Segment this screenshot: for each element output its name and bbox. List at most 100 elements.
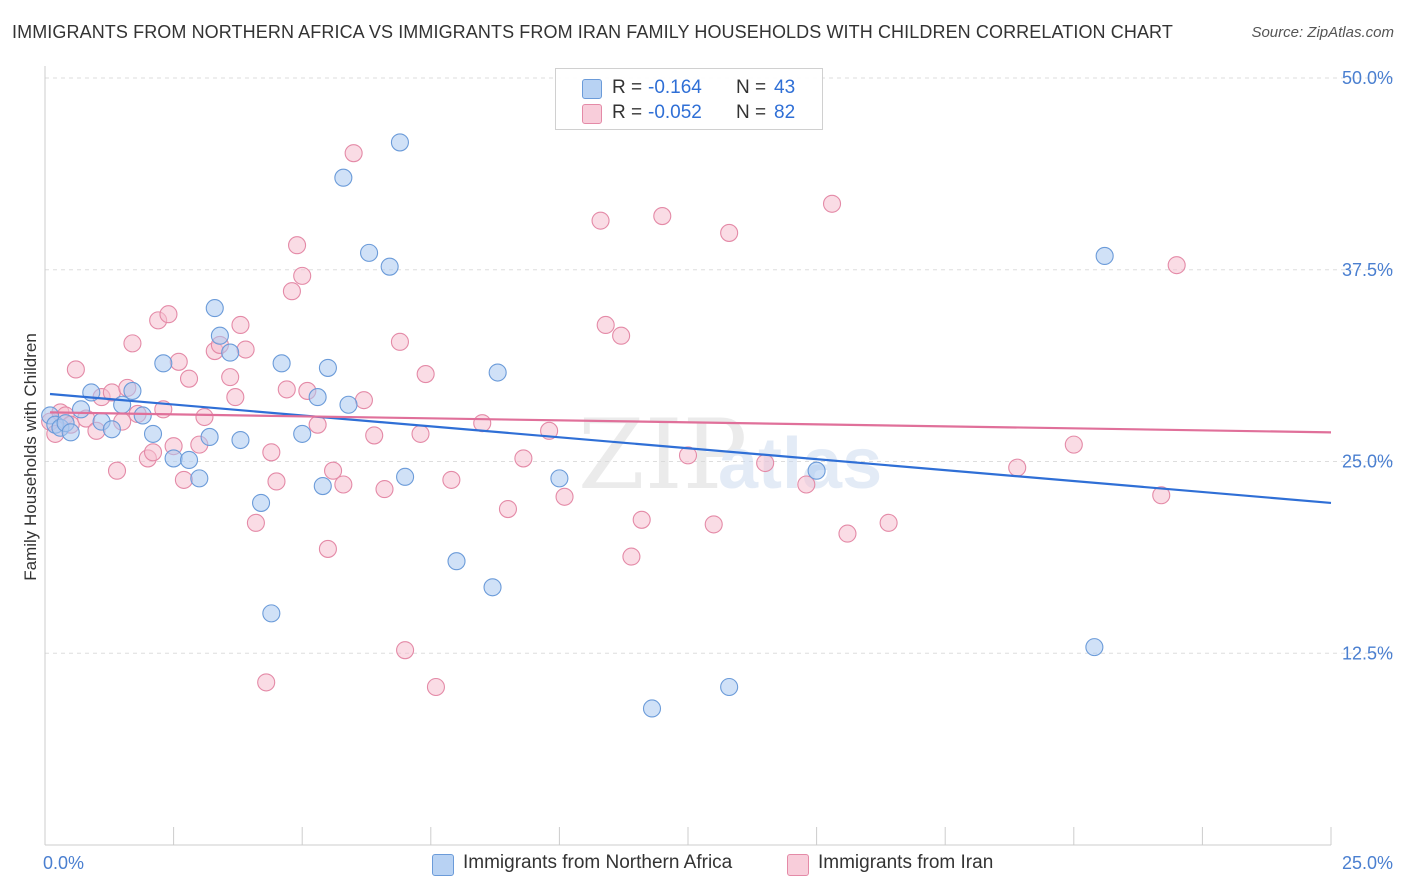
data-points <box>41 133 1186 718</box>
point-iran <box>678 446 698 465</box>
point-northern-africa <box>380 257 399 276</box>
point-northern-africa <box>807 461 826 480</box>
legend-r-value: -0.164 <box>648 77 702 98</box>
point-iran <box>107 461 127 480</box>
point-iran <box>221 368 240 387</box>
point-iran <box>344 144 363 163</box>
point-iran <box>514 449 533 468</box>
point-northern-africa <box>133 406 152 425</box>
point-northern-africa <box>200 427 219 447</box>
legend-n-label: N = <box>736 102 767 123</box>
point-northern-africa <box>123 381 142 400</box>
point-northern-africa <box>396 467 415 486</box>
y-tick-label: 25.0% <box>1342 452 1393 472</box>
trend-line-iran <box>49 411 1332 434</box>
point-iran <box>236 340 255 359</box>
x-tick-label: 0.0% <box>43 853 84 873</box>
point-northern-africa <box>483 578 502 597</box>
x-tick-label: 25.0% <box>1342 853 1393 873</box>
bottom-legend-swatch-blue <box>432 854 454 876</box>
point-iran <box>797 475 816 494</box>
point-iran <box>838 524 857 543</box>
point-northern-africa <box>313 476 332 496</box>
point-iran <box>169 352 188 371</box>
point-iran <box>612 326 631 345</box>
point-iran <box>324 461 343 480</box>
legend: R = -0.164 N = 43 R = -0.052 N = 82 <box>555 68 823 130</box>
point-northern-africa <box>231 430 250 450</box>
point-iran <box>632 510 651 529</box>
point-northern-africa <box>71 400 91 419</box>
point-iran <box>555 487 574 506</box>
bottom-legend: Immigrants from Northern Africa Immigran… <box>0 852 1406 878</box>
y-tick-label: 12.5% <box>1342 643 1393 663</box>
point-iran <box>293 266 312 285</box>
point-iran <box>596 315 615 335</box>
legend-n-value: 43 <box>774 77 796 98</box>
watermark-zip: ZIP <box>578 399 747 511</box>
point-iran <box>473 414 492 433</box>
gridlines <box>45 77 1395 654</box>
point-northern-africa <box>334 168 353 187</box>
point-iran <box>246 513 265 532</box>
point-iran <box>262 443 281 462</box>
point-northern-africa <box>205 299 224 318</box>
point-iran <box>390 332 409 351</box>
point-iran <box>591 211 610 230</box>
point-iran <box>416 365 435 384</box>
point-northern-africa <box>1085 638 1104 657</box>
legend-r-label: R = <box>612 77 643 98</box>
point-iran <box>354 391 373 410</box>
point-iran <box>622 547 641 566</box>
point-northern-africa <box>720 677 739 697</box>
point-iran <box>396 641 415 660</box>
point-iran <box>282 282 301 301</box>
point-iran <box>426 677 445 697</box>
point-northern-africa <box>190 469 209 488</box>
point-iran <box>442 470 461 489</box>
point-iran <box>822 194 842 213</box>
y-tick-label: 50.0% <box>1342 68 1393 88</box>
trend-line-northern-africa <box>49 392 1332 505</box>
point-iran <box>498 500 518 519</box>
point-northern-africa <box>251 493 271 512</box>
legend-swatch-blue <box>582 79 602 99</box>
point-northern-africa <box>179 450 199 470</box>
point-northern-africa <box>221 343 240 362</box>
point-iran <box>318 539 337 558</box>
point-iran <box>653 207 672 226</box>
axes <box>44 66 1332 846</box>
point-northern-africa <box>143 424 163 443</box>
point-iran <box>257 673 276 692</box>
point-iran <box>288 236 307 255</box>
point-northern-africa <box>390 133 409 152</box>
point-northern-africa <box>1095 246 1114 265</box>
point-iran <box>704 515 723 534</box>
point-northern-africa <box>488 363 507 382</box>
bottom-legend-label-a: Immigrants from Northern Africa <box>463 852 733 873</box>
point-iran <box>277 380 296 399</box>
legend-swatch-pink <box>582 104 602 124</box>
point-iran <box>195 407 214 427</box>
point-iran <box>1152 486 1171 505</box>
point-iran <box>375 480 394 499</box>
point-northern-africa <box>61 423 80 442</box>
point-iran <box>231 315 250 335</box>
point-iran <box>174 470 193 489</box>
point-northern-africa <box>164 449 183 468</box>
point-northern-africa <box>447 552 466 571</box>
chart-title: IMMIGRANTS FROM NORTHERN AFRICA VS IMMIG… <box>12 22 1173 42</box>
point-northern-africa <box>262 604 281 623</box>
point-northern-africa <box>272 354 291 373</box>
source-credit: Source: ZipAtlas.com <box>1251 24 1394 41</box>
point-iran <box>159 305 178 324</box>
point-iran <box>1064 435 1083 454</box>
bottom-legend-swatch-pink <box>787 854 809 876</box>
point-iran <box>411 424 430 443</box>
watermark-atlas: atlas <box>718 424 882 504</box>
legend-n-label: N = <box>736 77 767 98</box>
point-northern-africa <box>339 395 358 414</box>
point-iran <box>365 426 384 445</box>
point-iran <box>720 223 739 242</box>
